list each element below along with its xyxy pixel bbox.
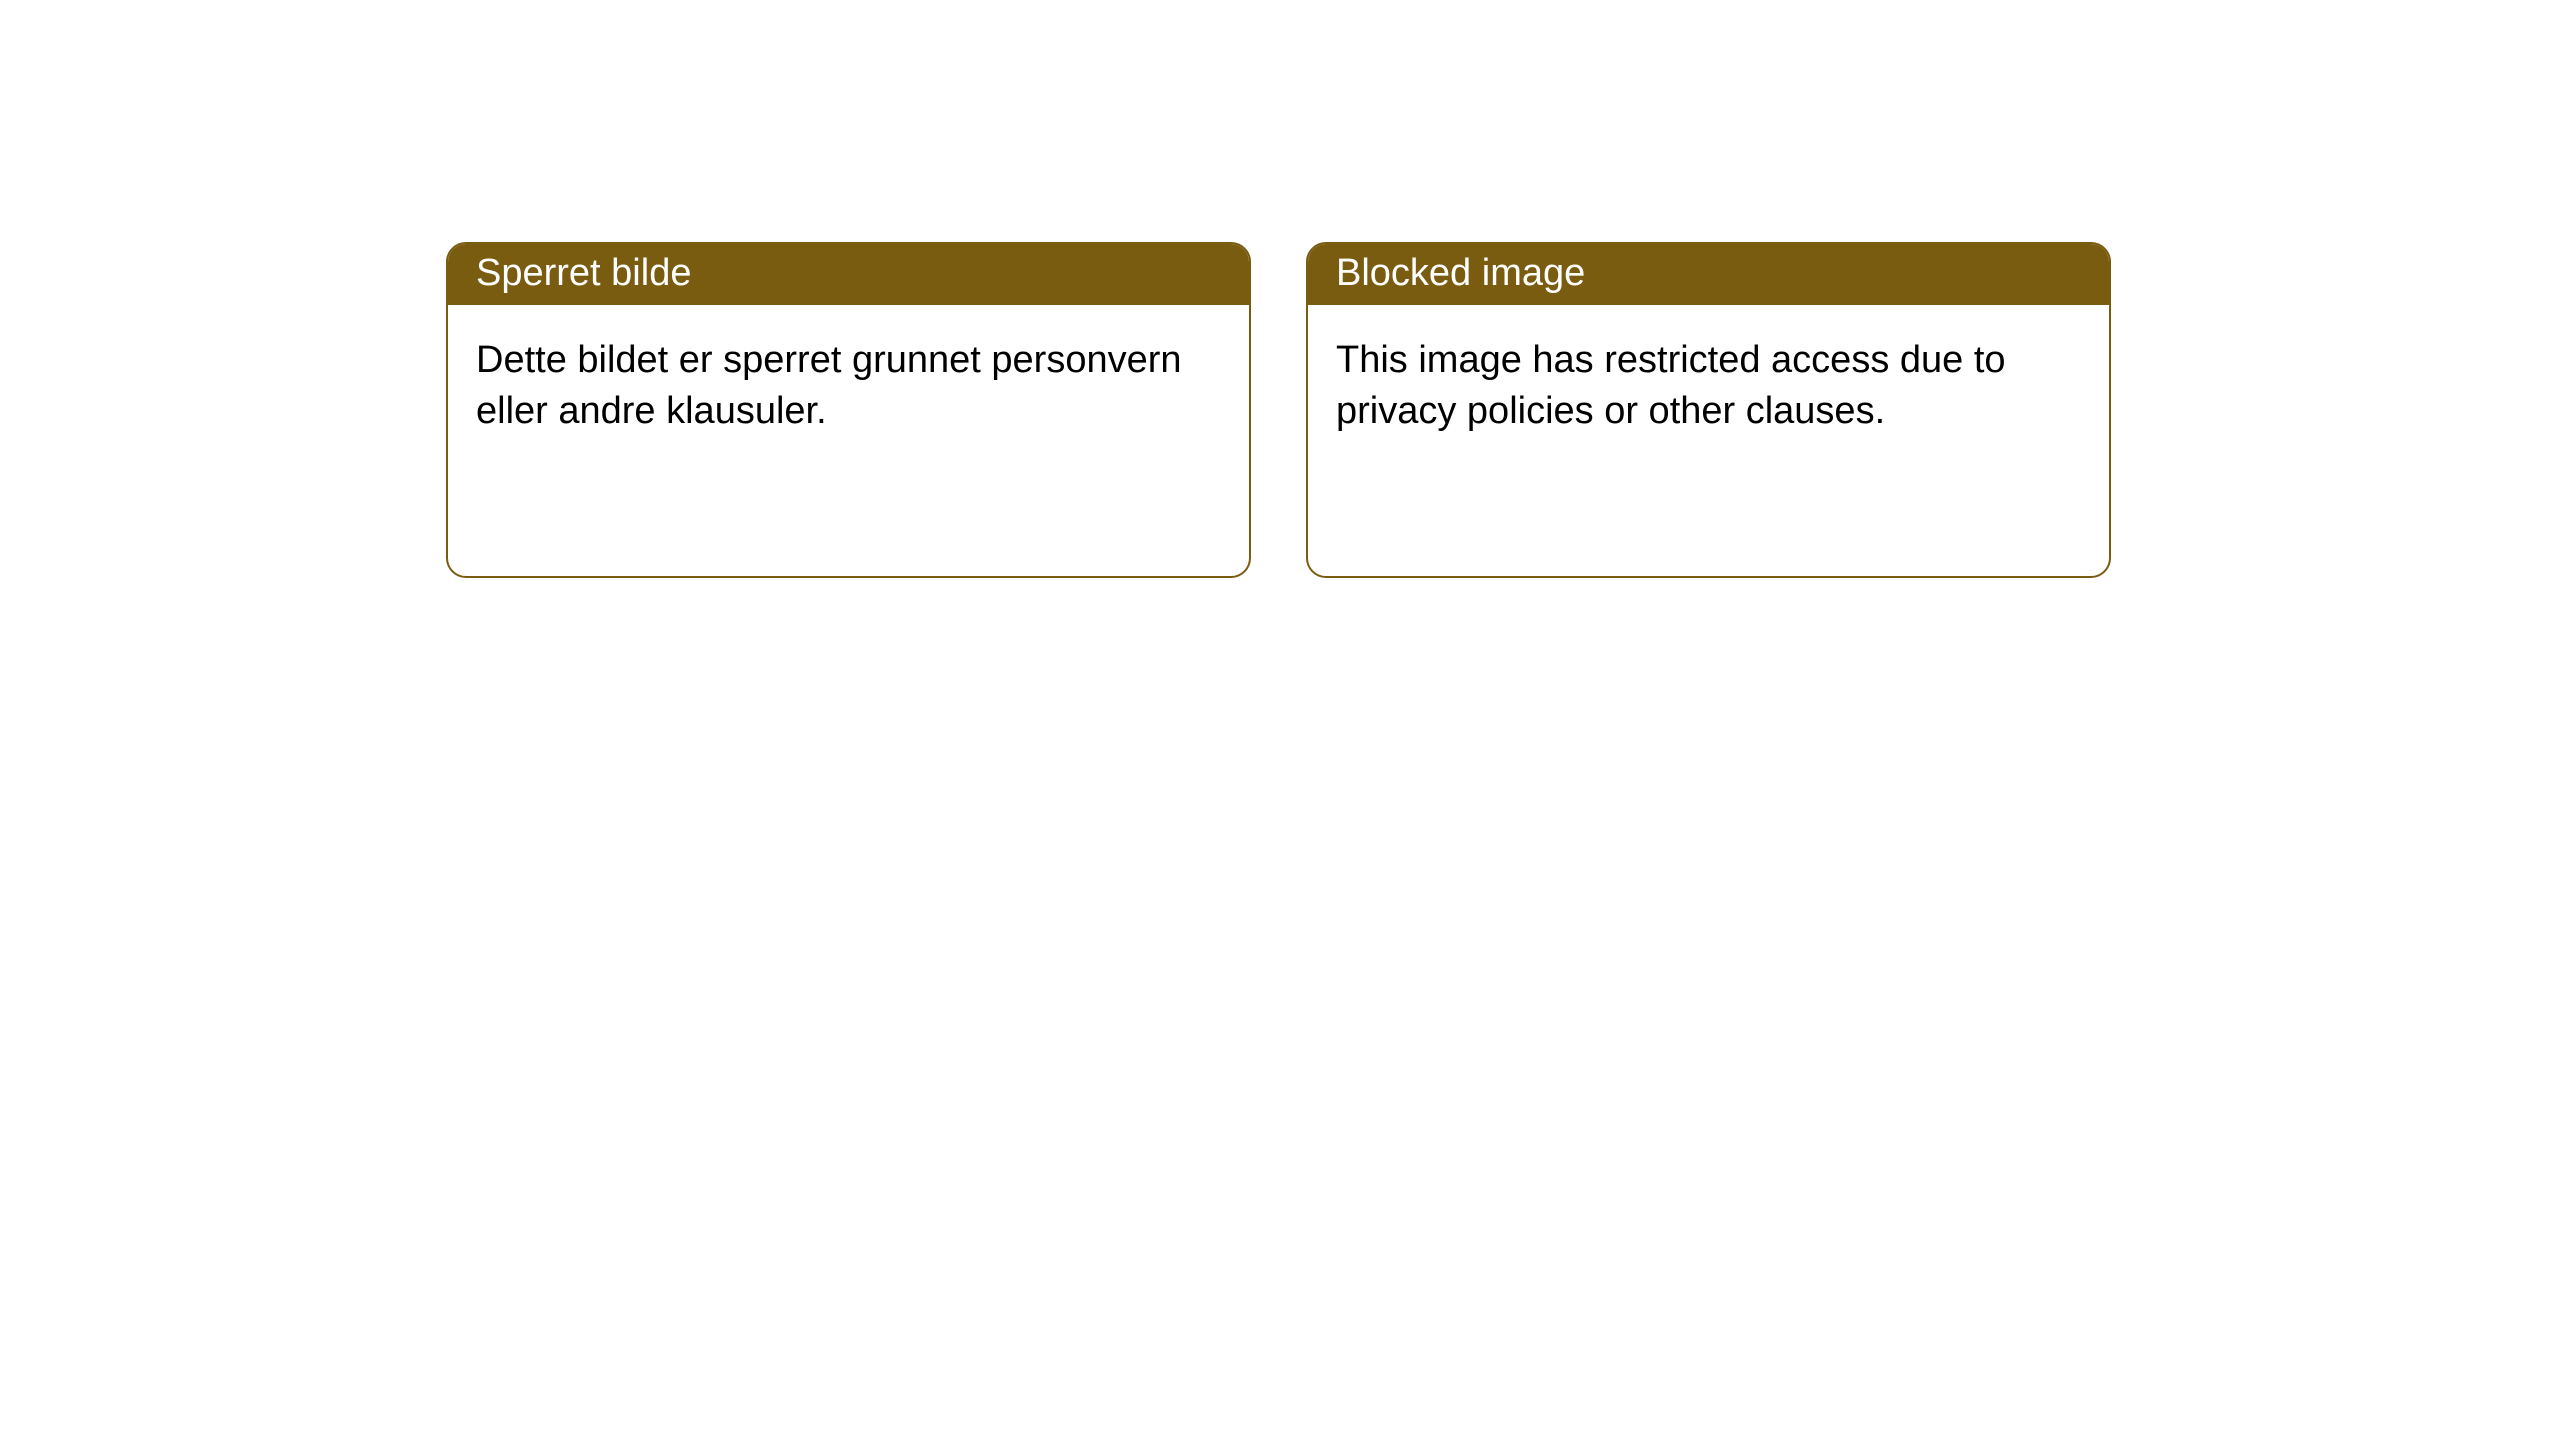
- card-body-no: Dette bildet er sperret grunnet personve…: [448, 305, 1249, 468]
- card-body-en: This image has restricted access due to …: [1308, 305, 2109, 468]
- card-title-en: Blocked image: [1308, 244, 2109, 305]
- cards-container: Sperret bilde Dette bildet er sperret gr…: [0, 0, 2560, 578]
- blocked-image-card-en: Blocked image This image has restricted …: [1306, 242, 2111, 578]
- blocked-image-card-no: Sperret bilde Dette bildet er sperret gr…: [446, 242, 1251, 578]
- card-title-no: Sperret bilde: [448, 244, 1249, 305]
